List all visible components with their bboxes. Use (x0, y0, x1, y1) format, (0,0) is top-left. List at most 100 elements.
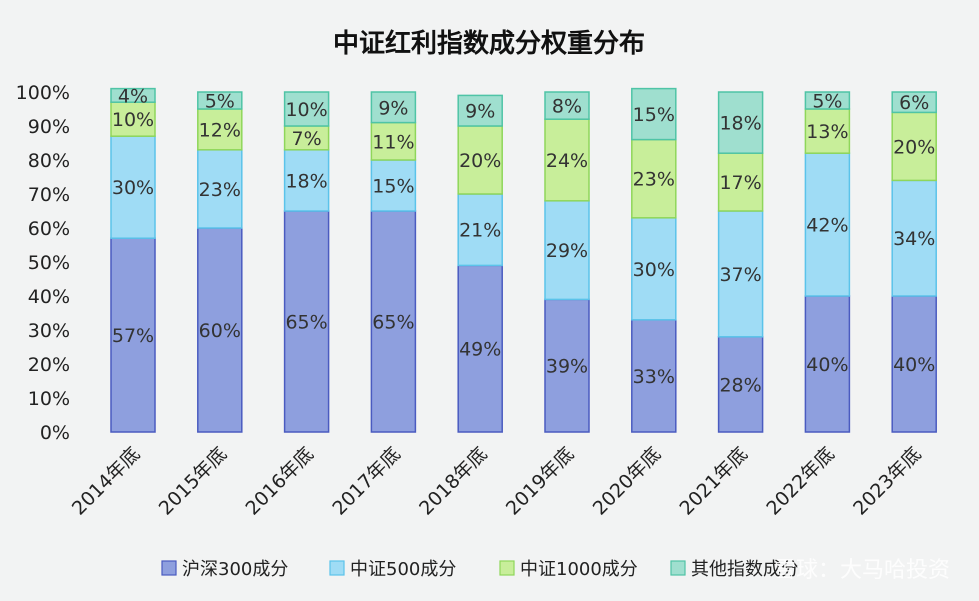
bar-segment (457, 125, 503, 195)
data-label: 57% (112, 325, 154, 347)
y-tick-label: 70% (28, 184, 70, 206)
bar-segment (544, 200, 590, 301)
bar-segment (544, 91, 590, 120)
data-label: 15% (372, 176, 414, 198)
x-tick-label: 2022年底 (762, 443, 839, 520)
bar-segment (457, 193, 503, 267)
x-tick-label: 2018年底 (415, 443, 492, 520)
y-tick-label: 0% (40, 422, 70, 444)
bar-segment (283, 91, 330, 127)
data-label: 9% (465, 101, 495, 123)
y-tick-label: 20% (28, 354, 70, 376)
bar-segment (283, 149, 330, 212)
data-label: 28% (719, 374, 761, 396)
data-label: 6% (899, 92, 929, 114)
data-label: 5% (205, 91, 235, 113)
data-label: 13% (806, 121, 848, 143)
bar-segment (197, 227, 243, 433)
bar-segment (891, 179, 937, 297)
y-tick-label: 50% (28, 252, 70, 274)
bar-segment (717, 152, 764, 212)
data-label: 5% (812, 91, 842, 113)
bar-segment (631, 319, 677, 433)
legend-swatch (161, 560, 177, 576)
data-label: 42% (806, 215, 848, 237)
bar-segment (197, 108, 243, 151)
legend: 沪深300成分 中证500成分 中证1000成分 其他指数成分 (161, 559, 799, 580)
legend-label: 沪深300成分 (182, 559, 288, 580)
data-label: 18% (285, 170, 327, 192)
data-label: 40% (893, 354, 935, 376)
data-label: 34% (893, 228, 935, 250)
bar-segment (717, 210, 764, 338)
y-tick-label: 60% (28, 218, 70, 240)
x-tick-label: 2023年底 (849, 443, 926, 520)
x-tick-label: 2014年底 (68, 443, 145, 520)
legend-swatch (670, 560, 686, 576)
y-tick-label: 90% (28, 116, 70, 138)
x-tick-label: 2015年底 (155, 443, 232, 520)
bar-segment (804, 152, 851, 297)
data-label: 29% (546, 240, 588, 262)
y-tick-label: 10% (28, 388, 70, 410)
data-label: 20% (893, 136, 935, 158)
data-label: 17% (719, 172, 761, 194)
bar-segment (110, 237, 156, 433)
data-label: 12% (199, 119, 241, 141)
legend-label: 中证1000成分 (520, 559, 638, 580)
data-label: 24% (546, 150, 588, 172)
bar-segment (370, 121, 417, 161)
data-label: 8% (552, 96, 582, 118)
bar-segment (110, 87, 156, 103)
data-label: 40% (806, 354, 848, 376)
data-label: 37% (719, 264, 761, 286)
data-label: 7% (292, 128, 322, 150)
bar-segment (631, 87, 677, 141)
bar-segment (370, 91, 417, 124)
data-label: 4% (118, 85, 148, 107)
data-label: 21% (459, 220, 501, 242)
chart-title: 中证红利指数成分权重分布 (333, 28, 645, 59)
data-label: 30% (112, 177, 154, 199)
data-label: 10% (285, 99, 327, 121)
legend-swatch (329, 560, 345, 576)
y-tick-label: 100% (16, 82, 70, 104)
data-label: 60% (199, 320, 241, 342)
data-label: 65% (372, 312, 414, 334)
bar-segment (631, 217, 677, 321)
data-label: 23% (199, 179, 241, 201)
y-tick-label: 40% (28, 286, 70, 308)
bar-segment (370, 210, 417, 433)
data-label: 23% (633, 169, 675, 191)
bar-segment (544, 118, 590, 202)
data-label: 15% (633, 104, 675, 126)
data-label: 20% (459, 150, 501, 172)
x-tick-label: 2017年底 (328, 443, 405, 520)
legend-label: 其他指数成分 (691, 559, 799, 580)
data-label: 49% (459, 339, 501, 361)
x-tick-label: 2016年底 (242, 443, 319, 520)
data-label: 39% (546, 356, 588, 378)
bar-segment (717, 91, 764, 154)
bar-segment (804, 91, 851, 110)
legend-label: 中证500成分 (350, 559, 456, 580)
bar-segment (631, 138, 677, 219)
x-tick-label: 2020年底 (589, 443, 666, 520)
legend-swatch (499, 560, 515, 576)
watermark: 雪球：大马哈投资 (774, 558, 950, 583)
data-label: 33% (633, 366, 675, 388)
x-tick-label: 2019年底 (502, 443, 579, 520)
bar-segment (457, 94, 503, 127)
bars: 57%30%10%4%60%23%12%5%65%18%7%10%65%15%1… (110, 85, 937, 433)
data-label: 65% (285, 312, 327, 334)
bar-segment (891, 91, 937, 114)
x-tick-label: 2021年底 (676, 443, 753, 520)
bar-segment (110, 135, 156, 239)
bar-segment (283, 210, 330, 433)
bar-segment (717, 336, 764, 433)
y-axis: 0% 10% 20% 30% 40% 50% 60% 70% 80% 90% 100% (16, 82, 70, 444)
y-tick-label: 80% (28, 150, 70, 172)
data-label: 18% (719, 113, 761, 135)
data-label: 30% (633, 259, 675, 281)
